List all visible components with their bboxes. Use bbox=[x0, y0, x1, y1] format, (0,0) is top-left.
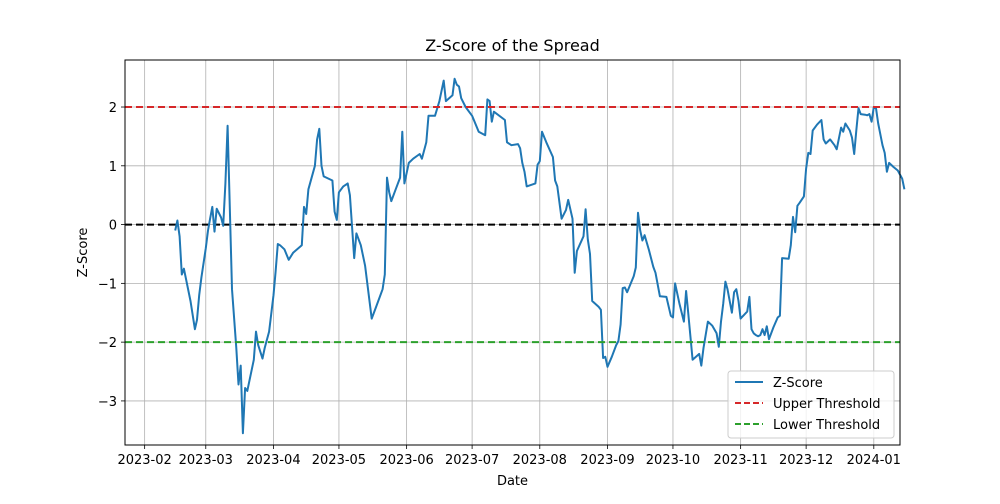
series-line-z-score bbox=[174, 77, 906, 435]
legend-box bbox=[727, 370, 895, 439]
x-tick-label: 2024-01 bbox=[847, 453, 901, 468]
axis-ticks: 2023-02 2023-03 2023-04 2023-05 2023-06 2023-… bbox=[98, 101, 901, 468]
y-tick-label: −2 bbox=[98, 336, 117, 351]
y-tick-label: 0 bbox=[109, 219, 117, 234]
chart-title: Z-Score of the Spread bbox=[425, 36, 600, 55]
y-tick-label: −3 bbox=[98, 395, 117, 410]
x-tick-label: 2023-06 bbox=[379, 453, 433, 468]
x-tick-label: 2023-08 bbox=[513, 453, 567, 468]
plot-area-frame bbox=[124, 59, 901, 446]
x-tick-label: 2023-11 bbox=[713, 453, 767, 468]
x-tick-label: 2023-12 bbox=[779, 453, 833, 468]
x-tick-label: 2023-04 bbox=[246, 453, 300, 468]
x-tick-label: 2023-10 bbox=[646, 453, 700, 468]
legend-label-z-score: Z-Score bbox=[773, 376, 823, 391]
legend-label-upper-threshold: Upper Threshold bbox=[773, 397, 881, 412]
y-tick-label: 2 bbox=[109, 101, 117, 116]
legend: Z-Score Upper Threshold Lower Threshold bbox=[727, 370, 895, 439]
x-tick-label: 2023-09 bbox=[580, 453, 634, 468]
x-tick-label: 2023-05 bbox=[312, 453, 366, 468]
y-tick-label: 1 bbox=[109, 160, 117, 175]
x-tick-label: 2023-03 bbox=[179, 453, 233, 468]
y-tick-label: −1 bbox=[98, 277, 117, 292]
x-axis-title: Date bbox=[497, 474, 528, 489]
x-tick-label: 2023-02 bbox=[117, 453, 171, 468]
x-tick-label: 2023-07 bbox=[445, 453, 499, 468]
series bbox=[125, 77, 906, 435]
y-axis-title: Z-Score bbox=[76, 228, 91, 278]
legend-label-lower-threshold: Lower Threshold bbox=[773, 418, 880, 433]
